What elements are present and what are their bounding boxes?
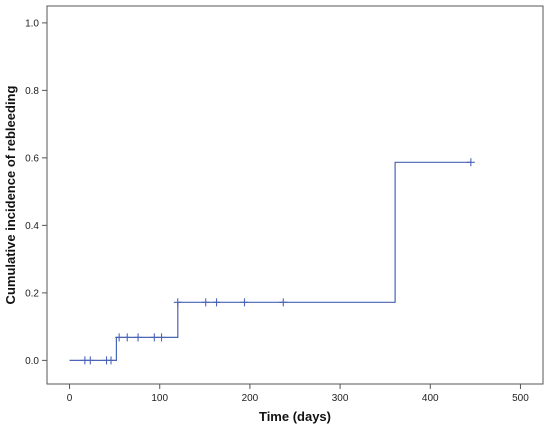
x-axis-label: Time (days) [259,409,331,424]
censor-mark [173,298,182,307]
censor-mark [123,333,132,342]
series-group [69,158,475,365]
y-axis-ticks: 0.0 0.2 0.4 0.6 0.8 1.0 [25,18,47,367]
censor-mark [157,333,166,342]
x-tick-label: 500 [512,393,529,404]
x-axis-ticks: 0 100 200 300 400 500 [67,384,529,404]
censor-mark [466,158,475,167]
censor-mark [115,333,124,342]
x-tick-label: 0 [67,393,73,404]
censor-mark [212,298,221,307]
censor-mark [107,356,116,365]
censor-mark [86,356,95,365]
plot-frame [46,5,544,385]
y-tick-label: 0.0 [25,356,39,367]
censor-mark [134,333,143,342]
x-tick-label: 200 [242,393,259,404]
step-line [69,161,471,361]
y-tick-label: 0.4 [25,221,39,232]
y-tick-label: 0.6 [25,153,39,164]
censor-mark [150,333,159,342]
censor-mark [201,298,210,307]
y-tick-label: 0.2 [25,288,39,299]
y-tick-label: 1.0 [25,18,39,29]
x-tick-label: 100 [151,393,168,404]
y-axis-label: Cumulative incidence of rebleeding [3,86,18,305]
x-tick-label: 300 [332,393,349,404]
censor-mark [240,298,249,307]
x-tick-label: 400 [422,393,439,404]
censor-mark [279,298,288,307]
y-tick-label: 0.8 [25,86,39,97]
